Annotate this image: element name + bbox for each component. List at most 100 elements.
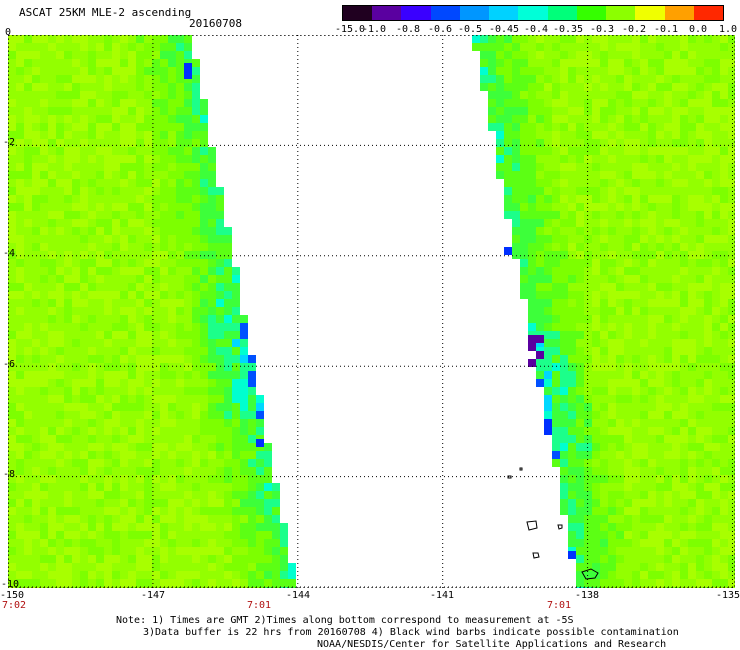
swath-cell: [128, 403, 136, 411]
swath-cell: [176, 395, 184, 403]
swath-cell: [184, 403, 192, 411]
swath-cell: [616, 443, 624, 451]
swath-cell: [64, 579, 72, 587]
swath-cell: [728, 115, 735, 123]
swath-cell: [680, 155, 688, 163]
swath-cell: [32, 483, 40, 491]
swath-cell: [16, 547, 24, 555]
swath-cell: [8, 523, 16, 531]
swath-cell: [128, 163, 136, 171]
swath-cell: [192, 219, 200, 227]
swath-cell: [680, 579, 688, 587]
swath-cell: [56, 267, 64, 275]
swath-cell: [128, 499, 136, 507]
swath-cell: [576, 251, 584, 259]
swath-cell: [96, 51, 104, 59]
swath-cell: [96, 139, 104, 147]
swath-cell: [40, 91, 48, 99]
swath-cell: [72, 115, 80, 123]
swath-cell: [112, 307, 120, 315]
swath-cell: [120, 467, 128, 475]
swath-cell: [680, 483, 688, 491]
swath-cell: [40, 539, 48, 547]
swath-cell: [88, 235, 96, 243]
swath-cell: [224, 571, 232, 579]
swath-cell: [576, 211, 584, 219]
swath-cell: [592, 147, 600, 155]
swath-cell: [48, 499, 56, 507]
swath-cell: [120, 283, 128, 291]
swath-cell: [264, 499, 272, 507]
swath-cell: [48, 307, 56, 315]
swath-cell: [224, 347, 232, 355]
swath-cell: [576, 539, 584, 547]
swath-cell: [576, 75, 584, 83]
swath-cell: [720, 107, 728, 115]
swath-cell: [664, 219, 672, 227]
swath-cell: [48, 515, 56, 523]
swath-cell: [624, 451, 632, 459]
swath-cell: [136, 251, 144, 259]
swath-cell: [96, 523, 104, 531]
swath-cell: [160, 139, 168, 147]
swath-cell: [616, 83, 624, 91]
swath-cell: [160, 259, 168, 267]
swath-cell: [184, 139, 192, 147]
swath-cell: [680, 491, 688, 499]
swath-cell: [120, 483, 128, 491]
swath-cell: [136, 403, 144, 411]
swath-cell: [24, 307, 32, 315]
swath-cell: [128, 427, 136, 435]
swath-cell: [696, 243, 704, 251]
swath-cell: [216, 347, 224, 355]
swath-cell: [488, 59, 496, 67]
swath-cell: [648, 35, 656, 43]
swath-cell: [536, 235, 544, 243]
swath-cell: [712, 531, 720, 539]
swath-cell: [672, 299, 680, 307]
swath-cell: [680, 371, 688, 379]
swath-cell: [544, 163, 552, 171]
swath-cell: [720, 91, 728, 99]
swath-cell: [696, 83, 704, 91]
swath-cell: [592, 475, 600, 483]
swath-cell: [696, 35, 704, 43]
swath-cell: [656, 235, 664, 243]
swath-cell-low: [528, 335, 536, 343]
swath-cell: [136, 371, 144, 379]
swath-cell: [64, 283, 72, 291]
swath-cell: [160, 563, 168, 571]
colorbar-label: -0.2: [621, 24, 647, 35]
swath-cell: [568, 91, 576, 99]
swath-cell: [208, 163, 216, 171]
swath-cell: [632, 211, 640, 219]
swath-cell: [144, 507, 152, 515]
swath-cell: [128, 347, 136, 355]
swath-cell: [144, 347, 152, 355]
swath-cell: [56, 163, 64, 171]
swath-cell: [160, 355, 168, 363]
swath-cell: [672, 555, 680, 563]
swath-cell: [184, 211, 192, 219]
swath-cell: [264, 467, 272, 475]
swath-cell: [592, 91, 600, 99]
swath-cell: [632, 515, 640, 523]
swath-cell: [72, 483, 80, 491]
swath-cell: [168, 339, 176, 347]
swath-cell: [112, 267, 120, 275]
swath-cell: [216, 515, 224, 523]
swath-cell: [632, 251, 640, 259]
swath-cell: [624, 443, 632, 451]
swath-cell: [56, 187, 64, 195]
swath-cell: [224, 275, 232, 283]
swath-cell: [88, 403, 96, 411]
swath-cell: [216, 547, 224, 555]
swath-cell: [616, 187, 624, 195]
swath-cell: [128, 147, 136, 155]
swath-cell: [184, 347, 192, 355]
swath-cell: [576, 67, 584, 75]
swath-cell: [544, 99, 552, 107]
swath-cell: [624, 307, 632, 315]
swath-cell: [712, 67, 720, 75]
swath-cell: [80, 299, 88, 307]
